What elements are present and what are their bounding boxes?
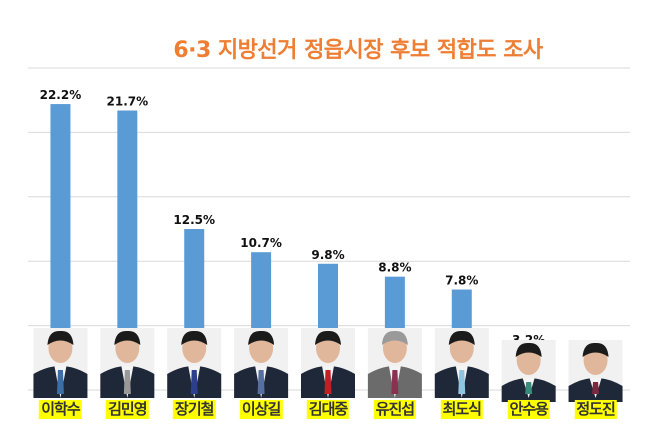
candidate-photo — [234, 328, 289, 398]
candidate-photo — [568, 340, 623, 402]
candidate-photo — [33, 328, 88, 398]
chart-title: 6·3 지방선거 정읍시장 후보 적합도 조사 — [173, 38, 543, 63]
candidate-photo — [100, 328, 155, 398]
category-label: 김민영 — [106, 400, 149, 419]
data-label: 12.5% — [173, 213, 215, 227]
candidate-photo — [367, 328, 422, 398]
data-label: 7.8% — [445, 274, 478, 288]
candidate-photo — [434, 328, 489, 398]
category-label: 최도식 — [440, 400, 483, 419]
candidate-photo — [301, 328, 355, 398]
category-label: 이학수 — [39, 400, 82, 419]
bar — [50, 104, 71, 391]
data-label: 21.7% — [107, 95, 149, 109]
candidate-photo — [167, 328, 222, 398]
category-label: 장기철 — [173, 400, 216, 419]
candidate-photo — [501, 340, 556, 402]
bar — [117, 110, 138, 390]
data-label: 22.2% — [40, 88, 82, 102]
data-label: 9.8% — [311, 248, 344, 262]
category-label: 김대중 — [306, 400, 350, 419]
category-label: 유진섭 — [373, 400, 417, 419]
category-label: 안수용 — [507, 400, 550, 419]
category-label: 정도진 — [574, 400, 617, 419]
data-label: 8.8% — [378, 261, 411, 275]
data-label: 10.7% — [240, 236, 282, 250]
category-label: 이상길 — [239, 400, 283, 419]
